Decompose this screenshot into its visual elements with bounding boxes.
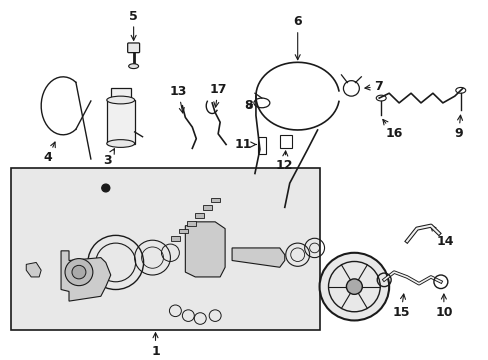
Circle shape xyxy=(102,184,109,192)
Text: 5: 5 xyxy=(129,10,138,40)
Circle shape xyxy=(319,253,388,320)
Text: 10: 10 xyxy=(434,294,452,319)
Text: 4: 4 xyxy=(43,142,55,164)
Polygon shape xyxy=(232,248,284,267)
FancyBboxPatch shape xyxy=(211,198,220,202)
Text: 7: 7 xyxy=(364,80,382,93)
Text: 1: 1 xyxy=(151,333,160,357)
Text: 3: 3 xyxy=(103,149,114,167)
Text: 9: 9 xyxy=(453,115,462,140)
Ellipse shape xyxy=(128,64,138,69)
Text: 6: 6 xyxy=(293,15,302,60)
FancyBboxPatch shape xyxy=(127,43,139,53)
Text: 8: 8 xyxy=(244,99,252,112)
Polygon shape xyxy=(61,251,111,301)
Ellipse shape xyxy=(106,140,134,147)
Text: 17: 17 xyxy=(209,83,226,107)
Circle shape xyxy=(65,258,93,285)
FancyBboxPatch shape xyxy=(171,236,180,241)
Bar xyxy=(111,89,130,100)
FancyBboxPatch shape xyxy=(203,206,212,210)
Bar xyxy=(11,168,319,330)
Bar xyxy=(279,135,291,148)
Text: 15: 15 xyxy=(391,294,409,319)
Text: 13: 13 xyxy=(169,85,187,113)
FancyBboxPatch shape xyxy=(187,221,196,226)
Polygon shape xyxy=(26,262,41,277)
Circle shape xyxy=(72,265,86,279)
Text: 14: 14 xyxy=(430,226,453,248)
Text: 2: 2 xyxy=(331,299,347,319)
Text: 12: 12 xyxy=(275,151,293,172)
FancyBboxPatch shape xyxy=(179,229,188,233)
Text: 16: 16 xyxy=(382,120,402,140)
Polygon shape xyxy=(185,222,224,277)
Ellipse shape xyxy=(106,96,134,104)
Circle shape xyxy=(346,279,362,294)
FancyBboxPatch shape xyxy=(195,213,204,218)
Text: 11: 11 xyxy=(234,138,256,151)
Bar xyxy=(257,137,265,154)
Bar xyxy=(106,100,134,144)
